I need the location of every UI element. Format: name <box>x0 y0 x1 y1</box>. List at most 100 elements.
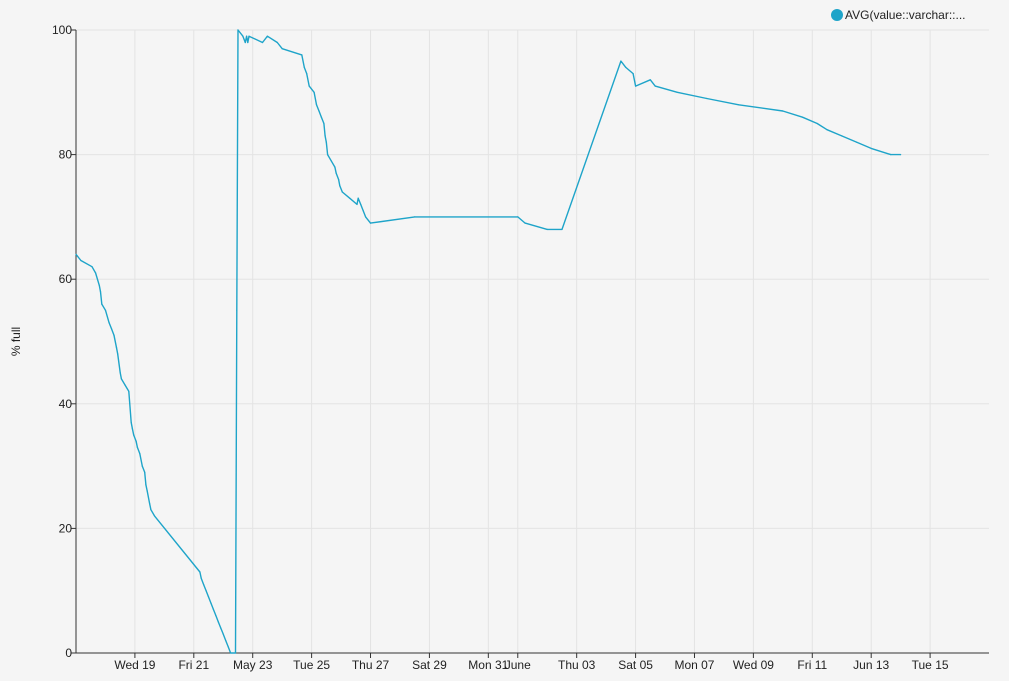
x-axis-ticks: Wed 19 Fri 21 May 23 Tue 25 Thu 27 Sat 29 Mon … <box>114 653 949 672</box>
legend-swatch-0[interactable] <box>831 9 843 21</box>
y-tick-label-40: 40 <box>59 397 73 411</box>
data-point-0-55 <box>281 48 283 50</box>
y-axis-title: % full <box>9 327 23 356</box>
x-tick-label-12: Fri 11 <box>797 658 827 672</box>
data-point-0-60 <box>313 91 315 93</box>
y-tick-label-60: 60 <box>59 272 73 286</box>
data-point-0-10 <box>113 334 115 336</box>
data-point-0-98 <box>826 129 828 131</box>
y-axis-ticks: 0 20 40 60 80 100 <box>52 23 76 660</box>
x-tick-label-14: Tue 15 <box>912 658 949 672</box>
y-tick-label-80: 80 <box>59 148 73 162</box>
data-point-0-62 <box>318 110 320 112</box>
data-point-0-89 <box>635 85 637 87</box>
data-point-0-90 <box>649 79 651 81</box>
data-point-0-39 <box>220 627 222 629</box>
data-point-0-96 <box>801 116 804 118</box>
data-point-0-3 <box>95 272 97 274</box>
data-point-0-4 <box>98 284 100 286</box>
data-point-0-83 <box>524 222 526 224</box>
data-point-0-22 <box>139 453 141 455</box>
data-point-0-5 <box>99 291 102 293</box>
data-point-0-66 <box>325 141 327 143</box>
data-point-0-6 <box>101 303 103 305</box>
legend-label-0[interactable]: AVG(value::varchar::... <box>845 8 966 22</box>
data-point-0-100 <box>855 141 858 143</box>
data-point-0-76 <box>357 197 359 199</box>
x-tick-label-8: Thu 03 <box>558 658 596 672</box>
data-point-0-61 <box>315 104 318 106</box>
data-point-0-27 <box>149 502 151 505</box>
legend[interactable]: AVG(value::varchar::... <box>831 8 966 22</box>
x-tick-label-9: Sat 05 <box>618 658 653 672</box>
data-point-0-40 <box>222 633 224 635</box>
data-point-0-95 <box>782 110 784 112</box>
data-point-0-12 <box>117 353 119 355</box>
x-tick-label-5: Sat 29 <box>412 658 447 672</box>
x-tick-label-1: Fri 21 <box>178 658 209 672</box>
data-point-0-17 <box>130 421 132 424</box>
data-point-0-13 <box>119 372 121 374</box>
data-point-0-71 <box>338 178 340 181</box>
data-point-0-77 <box>360 203 362 205</box>
data-point-0-31 <box>200 577 202 579</box>
data-point-0-102 <box>890 154 892 156</box>
data-point-0-11 <box>115 347 118 349</box>
data-point-0-30 <box>199 571 201 573</box>
data-point-0-52 <box>261 41 264 44</box>
data-point-0-35 <box>210 602 212 604</box>
data-point-0-87 <box>625 66 627 68</box>
data-point-0-63 <box>320 116 322 118</box>
data-point-0-44 <box>234 652 237 654</box>
data-point-0-14 <box>120 378 122 380</box>
data-point-0-82 <box>517 216 519 218</box>
data-point-0-93 <box>706 97 708 100</box>
x-tick-label-3: Tue 25 <box>293 658 330 672</box>
data-point-0-9 <box>111 328 113 330</box>
x-tick-label-2: May 23 <box>233 658 273 672</box>
data-point-0-85 <box>561 228 563 230</box>
data-point-0-45 <box>236 309 238 311</box>
y-tick-label-100: 100 <box>52 23 72 37</box>
data-point-0-58 <box>306 73 308 75</box>
data-point-0-16 <box>128 390 130 392</box>
data-point-0-68 <box>330 160 332 162</box>
data-point-0-88 <box>632 73 634 75</box>
y-tick-label-0: 0 <box>65 646 72 660</box>
data-point-0-38 <box>217 621 219 623</box>
data-point-0-41 <box>225 639 227 642</box>
data-point-0-86 <box>620 60 622 62</box>
y-gridlines <box>76 29 989 654</box>
x-tick-label-4: Thu 27 <box>352 658 390 672</box>
data-point-0-56 <box>301 54 303 56</box>
data-point-0-46 <box>237 29 239 31</box>
data-point-0-33 <box>205 590 207 592</box>
data-point-0-32 <box>203 583 205 586</box>
data-point-0-21 <box>136 446 138 448</box>
data-point-0-23 <box>141 465 143 467</box>
data-point-0-26 <box>146 490 148 492</box>
data-point-0-18 <box>131 428 133 430</box>
data-point-0-70 <box>335 172 337 174</box>
data-point-0-48 <box>244 41 246 44</box>
series-line-0 <box>75 29 901 654</box>
data-point-0-91 <box>654 85 656 87</box>
series-layer <box>75 29 902 654</box>
data-point-0-25 <box>145 484 147 486</box>
data-point-0-0 <box>75 253 77 255</box>
x-tick-label-11: Wed 09 <box>733 658 774 672</box>
data-point-0-20 <box>135 440 137 442</box>
x-tick-label-6: Mon 31 <box>468 658 508 672</box>
data-point-0-2 <box>91 266 93 268</box>
data-point-0-84 <box>546 228 548 230</box>
data-point-0-53 <box>266 35 268 37</box>
data-point-0-75 <box>356 203 358 205</box>
data-point-0-103 <box>900 154 902 156</box>
x-tick-label-10: Mon 07 <box>674 658 714 672</box>
data-point-0-43 <box>230 652 232 654</box>
data-point-0-1 <box>80 259 82 262</box>
data-point-0-78 <box>362 210 364 212</box>
data-point-0-51 <box>248 35 250 37</box>
data-point-0-37 <box>215 615 217 617</box>
y-tick-label-20: 20 <box>59 521 73 535</box>
